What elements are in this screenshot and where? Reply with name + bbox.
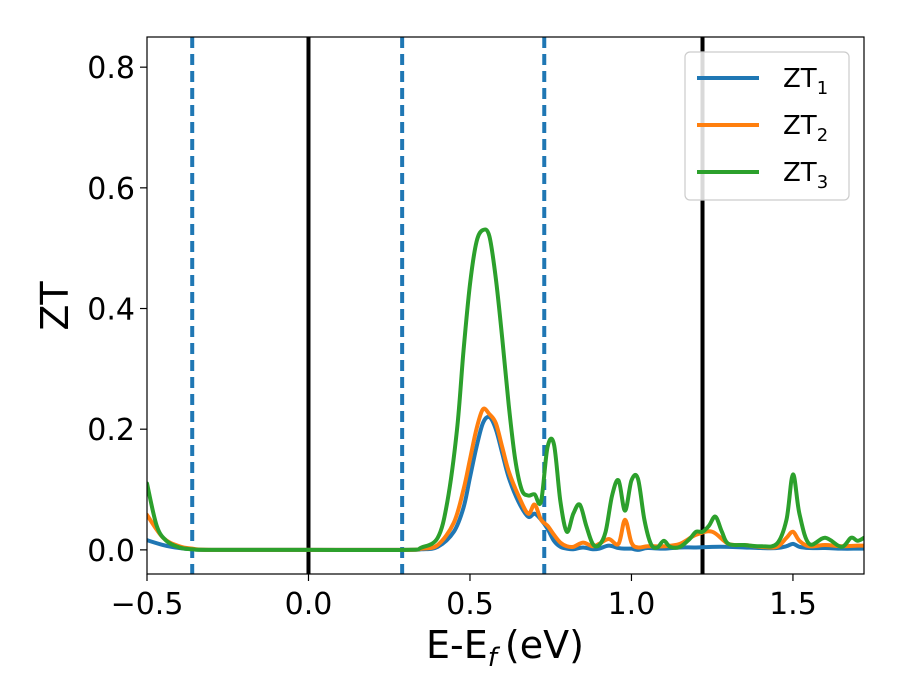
x-tick-label-4: 1.5 <box>769 587 817 622</box>
x-axis-label-unit: (eV) <box>505 623 584 667</box>
legend-label-2: ZT2 <box>783 111 828 146</box>
legend-label-3: ZT3 <box>783 158 828 193</box>
legend-box <box>684 51 850 201</box>
y-axis-label: ZT <box>33 281 77 331</box>
y-tick-label-2: 0.4 <box>87 293 135 328</box>
x-tick-label-3: 1.0 <box>608 587 656 622</box>
x-tick-label-1: 0.0 <box>285 587 333 622</box>
x-axis-label: E-Ef (eV) <box>426 623 584 673</box>
legend-label-1: ZT1 <box>783 64 828 99</box>
x-tick-label-2: 0.5 <box>446 587 494 622</box>
x-axis-label-main: E-E <box>426 623 488 667</box>
plot-frame <box>146 36 865 575</box>
series-layer <box>147 227 864 553</box>
y-tick-label-4: 0.8 <box>87 51 135 86</box>
series-line-3 <box>147 227 864 553</box>
legend: ZT1 ZT2 ZT3 <box>684 51 850 201</box>
y-tick-label-3: 0.6 <box>87 172 135 207</box>
y-tick-label-0: 0.0 <box>87 534 135 569</box>
y-axis-ticks: 0.0 0.2 0.4 0.6 0.8 <box>87 51 147 569</box>
x-axis-ticks: −0.5 0.0 0.5 1.0 1.5 <box>111 574 817 622</box>
y-tick-label-1: 0.2 <box>87 413 135 448</box>
x-tick-label-0: −0.5 <box>111 587 184 622</box>
